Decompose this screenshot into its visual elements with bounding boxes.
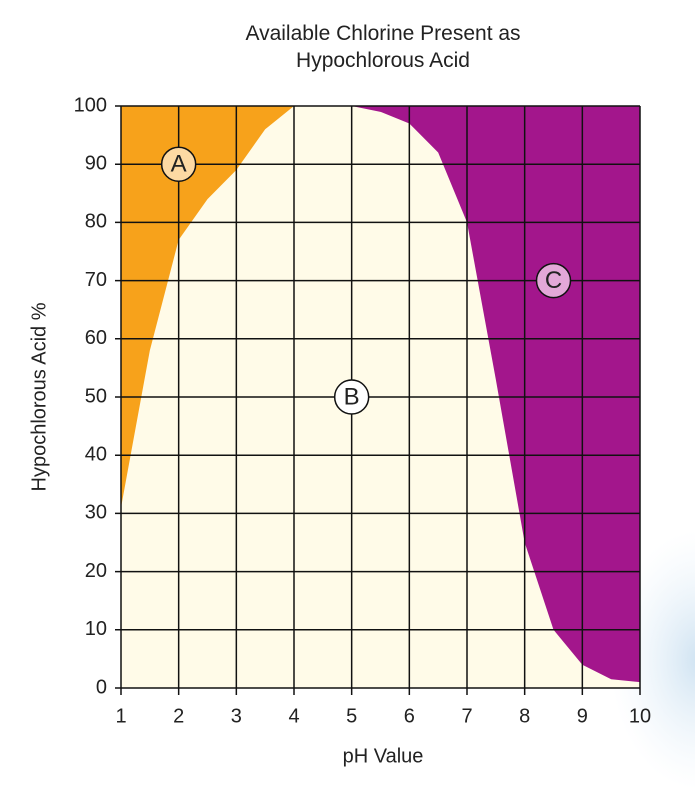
y-tick-label: 100 bbox=[74, 94, 107, 116]
x-tick-label: 6 bbox=[404, 705, 415, 727]
x-tick-label: 2 bbox=[173, 705, 184, 727]
y-tick-label: 10 bbox=[85, 618, 107, 640]
y-tick-label: 60 bbox=[85, 327, 107, 349]
x-tick-label: 7 bbox=[461, 705, 472, 727]
x-tick-label: 4 bbox=[288, 705, 299, 727]
x-tick-label: 5 bbox=[346, 705, 357, 727]
x-axis-label: pH Value bbox=[343, 745, 424, 767]
area-left bbox=[121, 106, 294, 508]
annotation-circle bbox=[535, 262, 572, 299]
x-tick-label: 3 bbox=[231, 705, 242, 727]
y-tick-label: 0 bbox=[96, 676, 107, 698]
annotation-label: B bbox=[344, 383, 360, 410]
annotation-label: C bbox=[545, 267, 562, 294]
x-tick-label: 1 bbox=[115, 705, 126, 727]
y-tick-label: 30 bbox=[85, 502, 107, 524]
y-tick-label: 40 bbox=[85, 443, 107, 465]
area-right bbox=[351, 106, 640, 683]
chart-title: Available Chlorine Present as Hypochloro… bbox=[245, 22, 521, 72]
y-tick-label: 50 bbox=[85, 385, 107, 407]
x-tick-label: 8 bbox=[519, 705, 530, 727]
x-tick-label: 10 bbox=[629, 705, 651, 727]
y-tick-label: 90 bbox=[85, 152, 107, 174]
y-tick-label: 70 bbox=[85, 269, 107, 291]
annotation-circle bbox=[160, 146, 197, 182]
annotation-circle bbox=[333, 379, 370, 415]
x-tick-label: 9 bbox=[577, 705, 588, 727]
annotation-label: A bbox=[171, 151, 187, 178]
y-tick-label: 80 bbox=[85, 211, 107, 233]
y-axis-label: Hypochlorous Acid % bbox=[28, 302, 50, 491]
y-tick-label: 20 bbox=[85, 560, 107, 582]
